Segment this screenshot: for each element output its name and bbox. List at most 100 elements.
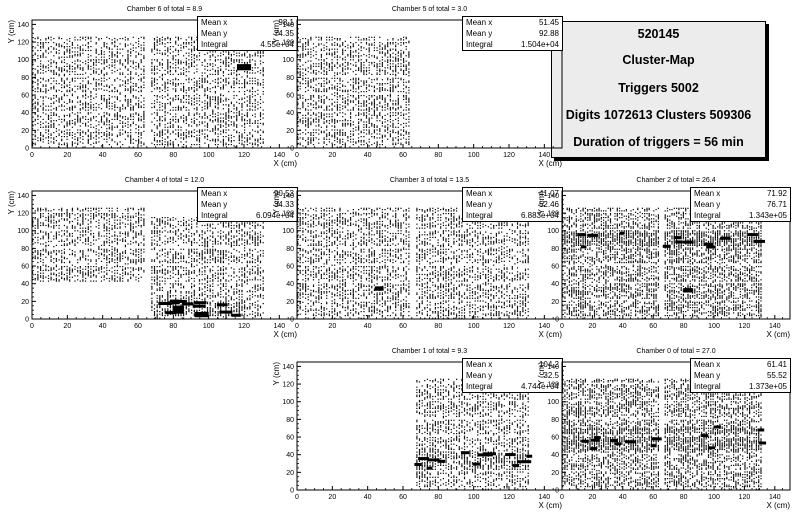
data-cell: [395, 112, 396, 113]
data-cell: [363, 141, 364, 142]
data-cell: [151, 289, 152, 290]
data-cell: [35, 47, 36, 48]
data-cell: [400, 50, 401, 51]
data-cell: [45, 137, 46, 138]
data-cell: [334, 102, 335, 103]
data-cell: [210, 285, 211, 286]
data-cell: [167, 132, 168, 133]
data-cell: [387, 127, 388, 128]
data-cell: [173, 124, 174, 125]
data-cell: [310, 72, 311, 73]
data-cell: [324, 110, 325, 111]
data-cell: [379, 115, 380, 116]
data-cell: [223, 283, 224, 284]
data-cell: [228, 108, 229, 109]
data-cell: [382, 121, 383, 122]
data-cell: [247, 116, 248, 117]
data-cell: [260, 287, 261, 288]
data-cell: [170, 46, 171, 47]
data-cell: [406, 69, 407, 70]
data-cell: [260, 137, 261, 138]
data-cell: [122, 127, 123, 128]
data-cell: [69, 57, 70, 58]
data-cell: [310, 99, 311, 100]
data-cell: [353, 55, 354, 56]
data-cell: [390, 63, 391, 64]
data-cell: [143, 71, 144, 72]
data-cell: [233, 95, 234, 96]
data-cell: [82, 78, 83, 79]
data-cell: [339, 143, 340, 144]
data-cell: [112, 39, 113, 40]
data-cell: [143, 78, 144, 79]
data-cell: [212, 114, 213, 115]
data-cell: [178, 135, 179, 136]
data-cell: [157, 141, 158, 142]
data-cell: [324, 86, 325, 87]
data-cell: [157, 114, 158, 115]
data-cell: [167, 59, 168, 60]
data-cell: [342, 133, 343, 134]
data-cell: [366, 80, 367, 81]
data-cell: [321, 43, 322, 44]
data-cell: [408, 87, 409, 88]
data-cell: [106, 104, 107, 105]
data-cell: [332, 99, 333, 100]
data-cell: [138, 53, 139, 54]
data-cell: [305, 99, 306, 100]
data-cell: [43, 54, 44, 55]
data-cell: [332, 49, 333, 50]
data-cell: [112, 140, 113, 141]
data-cell: [74, 281, 75, 282]
data-cell: [406, 46, 407, 47]
data-cell: [350, 95, 351, 96]
data-cell: [138, 129, 139, 130]
data-cell: [215, 71, 216, 72]
data-cell: [59, 102, 60, 103]
data-cell: [353, 133, 354, 134]
data-cell: [244, 94, 245, 95]
data-cell: [313, 137, 314, 138]
data-cell: [339, 78, 340, 79]
data-cell: [400, 112, 401, 113]
data-cell: [72, 120, 73, 121]
data-cell: [355, 50, 356, 51]
data-cell: [138, 140, 139, 141]
data-cell: [117, 70, 118, 71]
data-cell: [167, 298, 168, 299]
data-cell: [324, 119, 325, 120]
data-cell: [35, 139, 36, 140]
data-cell: [130, 116, 131, 117]
data-cell: [72, 135, 73, 136]
data-cell: [67, 143, 68, 144]
data-cell: [138, 133, 139, 134]
data-cell: [96, 110, 97, 111]
data-cell: [35, 74, 36, 75]
data-cell: [218, 115, 219, 116]
data-cell: [326, 49, 327, 50]
data-cell: [358, 67, 359, 68]
data-cell: [204, 125, 205, 126]
data-cell: [369, 70, 370, 71]
data-cell: [321, 55, 322, 56]
data-cell: [202, 79, 203, 80]
data-cell: [374, 111, 375, 112]
data-cell: [45, 110, 46, 111]
data-cell: [231, 118, 232, 119]
data-cell: [215, 139, 216, 140]
data-cell: [215, 120, 216, 121]
data-cell: [257, 306, 258, 307]
data-cell: [80, 132, 81, 133]
data-cell: [228, 300, 229, 301]
data-cell: [398, 43, 399, 44]
data-cell: [363, 72, 364, 73]
data-cell: [353, 82, 354, 83]
data-cell: [72, 71, 73, 72]
data-cell: [188, 88, 189, 89]
data-cell: [207, 70, 208, 71]
data-cell: [374, 65, 375, 66]
data-cell: [324, 121, 325, 122]
data-cell: [363, 84, 364, 85]
data-cell: [363, 140, 364, 141]
data-cell: [310, 104, 311, 105]
